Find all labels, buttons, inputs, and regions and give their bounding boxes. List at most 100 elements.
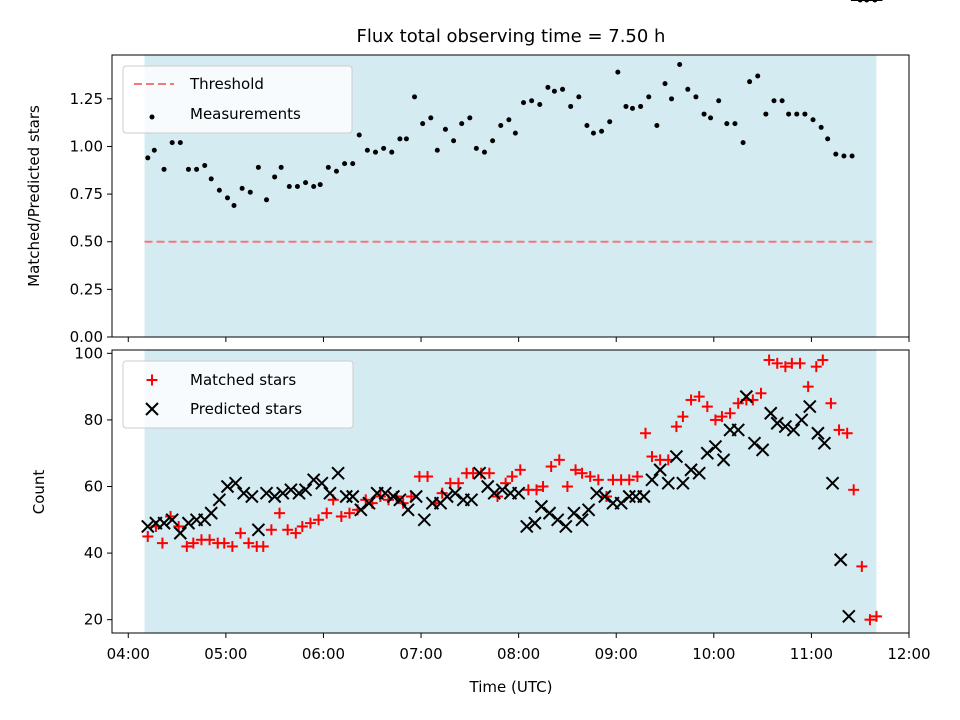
predicted-star-point xyxy=(589,486,604,500)
measurement-point xyxy=(490,138,496,144)
measurement-point xyxy=(810,117,816,123)
matched-star-point xyxy=(810,361,822,373)
y-tick-label: 100 xyxy=(74,344,103,362)
x-axis-label: Time (UTC) xyxy=(469,678,553,696)
measurement-point xyxy=(364,147,370,153)
predicted-star-point xyxy=(747,436,762,450)
matched-star-point xyxy=(732,397,744,409)
measurement-point xyxy=(481,149,487,155)
legend-matched-marker xyxy=(146,374,158,386)
predicted-star-point xyxy=(173,526,188,540)
predicted-star-point xyxy=(251,523,266,537)
predicted-star-point xyxy=(157,516,171,530)
predicted-star-point xyxy=(739,389,754,404)
matched-star-point xyxy=(313,514,325,526)
predicted-star-point xyxy=(417,513,432,527)
measurement-point xyxy=(646,94,652,100)
x-tick-label: 07:00 xyxy=(399,645,442,663)
measurement-point xyxy=(529,98,535,104)
predicted-star-point xyxy=(614,496,628,510)
matched-star-point xyxy=(716,411,728,423)
y-tick-label: 20 xyxy=(84,611,103,629)
predicted-star-point xyxy=(778,419,793,434)
predicted-star-point xyxy=(323,486,337,500)
predicted-star-point xyxy=(550,513,565,527)
measurement-point xyxy=(145,155,151,161)
measurement-point xyxy=(342,161,348,167)
measurement-point xyxy=(537,102,543,108)
measurement-point xyxy=(278,164,284,170)
matched-star-point xyxy=(156,537,168,549)
y-tick-label: 0.50 xyxy=(70,233,103,251)
legend-matched-label: Matched stars xyxy=(190,371,296,389)
predicted-star-point xyxy=(764,406,778,420)
predicted-star-point xyxy=(669,449,684,464)
matched-star-point xyxy=(685,394,697,406)
predicted-star-point xyxy=(803,399,817,414)
matched-star-point xyxy=(531,484,543,496)
measurement-point xyxy=(693,94,699,100)
matched-star-point xyxy=(631,471,643,483)
matched-star-point xyxy=(343,507,355,519)
measurement-point xyxy=(350,161,356,167)
matched-star-point xyxy=(226,540,238,552)
measurement-point xyxy=(584,123,590,128)
x-tick-label: 11:00 xyxy=(790,645,833,663)
matched-star-point xyxy=(436,487,448,499)
measurement-point xyxy=(779,98,785,104)
measurement-point xyxy=(317,182,323,188)
matched-star-point xyxy=(514,464,526,476)
measurement-point xyxy=(755,73,761,79)
predicted-star-point xyxy=(267,489,282,504)
y-tick-label: 80 xyxy=(84,411,103,429)
matched-star-point xyxy=(304,517,316,529)
matched-star-point xyxy=(592,474,604,486)
legend-measurements-label: Measurements xyxy=(190,105,301,123)
measurement-point xyxy=(161,166,167,172)
measurement-point xyxy=(763,111,769,117)
measurement-point xyxy=(381,145,387,151)
predicted-star-point xyxy=(220,479,235,494)
y-tick-label: 1.00 xyxy=(70,137,103,155)
predicted-star-point xyxy=(495,483,510,497)
predicted-star-point xyxy=(661,476,675,490)
matched-star-point xyxy=(452,477,464,489)
predicted-star-point xyxy=(165,513,179,527)
measurement-point xyxy=(194,166,200,172)
measurement-point xyxy=(325,164,331,170)
matched-star-point xyxy=(204,534,216,546)
top-legend-box xyxy=(122,65,353,134)
measurement-point xyxy=(599,128,605,134)
measurement-point xyxy=(442,126,448,132)
measurement-point xyxy=(849,153,855,159)
predicted-star-point xyxy=(731,423,745,437)
measurement-point xyxy=(576,94,582,100)
measurement-point xyxy=(794,111,800,117)
matched-star-point xyxy=(779,361,791,373)
predicted-star-point xyxy=(331,466,345,480)
measurement-point xyxy=(841,153,847,159)
matched-star-point xyxy=(274,507,286,519)
measurement-point xyxy=(590,130,596,136)
matched-star-point xyxy=(553,454,565,466)
predicted-stars-points xyxy=(141,0,883,624)
top-legend: Threshold Measurements xyxy=(122,65,353,134)
matched-star-point xyxy=(257,540,269,552)
matched-star-point xyxy=(771,357,783,369)
predicted-star-point xyxy=(204,506,218,520)
legend-predicted-label: Predicted stars xyxy=(190,400,302,418)
predicted-star-point xyxy=(292,486,306,500)
legend-predicted-marker xyxy=(145,402,159,416)
predicted-star-point xyxy=(622,489,636,504)
predicted-star-point xyxy=(362,496,376,510)
matched-star-point xyxy=(600,490,612,502)
matched-star-point xyxy=(825,397,837,409)
measurement-points xyxy=(145,0,878,209)
predicted-star-point xyxy=(598,489,612,504)
measurement-point xyxy=(498,123,504,128)
measurement-point xyxy=(473,145,479,151)
matched-star-point xyxy=(870,610,882,622)
predicted-star-point xyxy=(842,609,856,624)
count-panel: 20 40 60 80 100 04:00 05:00 06:00 07:00 08:00 09:… xyxy=(30,0,931,696)
measurement-point xyxy=(412,94,418,100)
